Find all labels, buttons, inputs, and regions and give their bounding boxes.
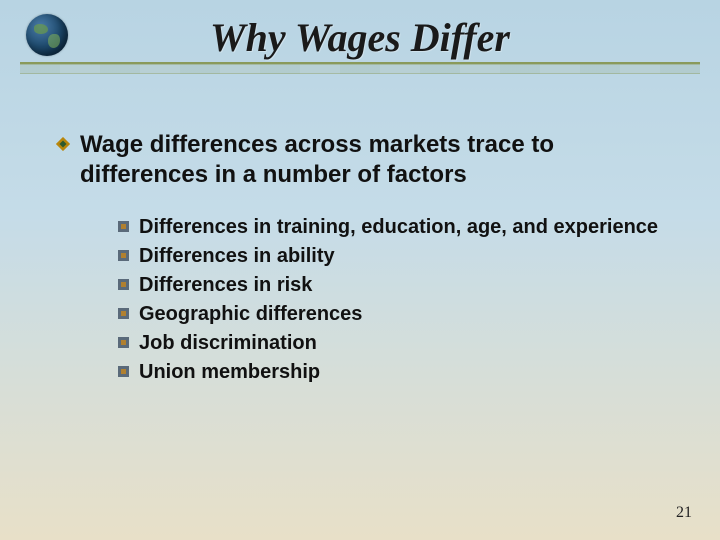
main-bullet-text: Wage differences across markets trace to… bbox=[80, 130, 664, 190]
list-item: Union membership bbox=[118, 359, 664, 385]
sub-bullet-text: Job discrimination bbox=[139, 330, 317, 356]
sub-bullet-text: Union membership bbox=[139, 359, 320, 385]
box-bullet-icon bbox=[118, 337, 129, 348]
main-bullet-item: Wage differences across markets trace to… bbox=[56, 130, 664, 190]
sub-bullet-list: Differences in training, education, age,… bbox=[56, 208, 664, 385]
list-item: Differences in training, education, age,… bbox=[118, 214, 664, 240]
sub-bullet-text: Differences in ability bbox=[139, 243, 335, 269]
divider-band bbox=[20, 64, 700, 74]
list-item: Job discrimination bbox=[118, 330, 664, 356]
box-bullet-icon bbox=[118, 279, 129, 290]
slide-title: Why Wages Differ bbox=[0, 8, 720, 61]
list-item: Differences in risk bbox=[118, 272, 664, 298]
list-item: Differences in ability bbox=[118, 243, 664, 269]
box-bullet-icon bbox=[118, 366, 129, 377]
list-item: Geographic differences bbox=[118, 301, 664, 327]
globe-icon bbox=[26, 14, 68, 56]
box-bullet-icon bbox=[118, 250, 129, 261]
slide-body: Wage differences across markets trace to… bbox=[0, 90, 720, 385]
sub-bullet-text: Differences in training, education, age,… bbox=[139, 214, 658, 240]
slide-header: Why Wages Differ bbox=[0, 0, 720, 90]
sub-bullet-text: Geographic differences bbox=[139, 301, 362, 327]
box-bullet-icon bbox=[118, 221, 129, 232]
box-bullet-icon bbox=[118, 308, 129, 319]
page-number: 21 bbox=[676, 504, 692, 522]
sub-bullet-text: Differences in risk bbox=[139, 272, 312, 298]
diamond-bullet-icon bbox=[56, 137, 70, 151]
